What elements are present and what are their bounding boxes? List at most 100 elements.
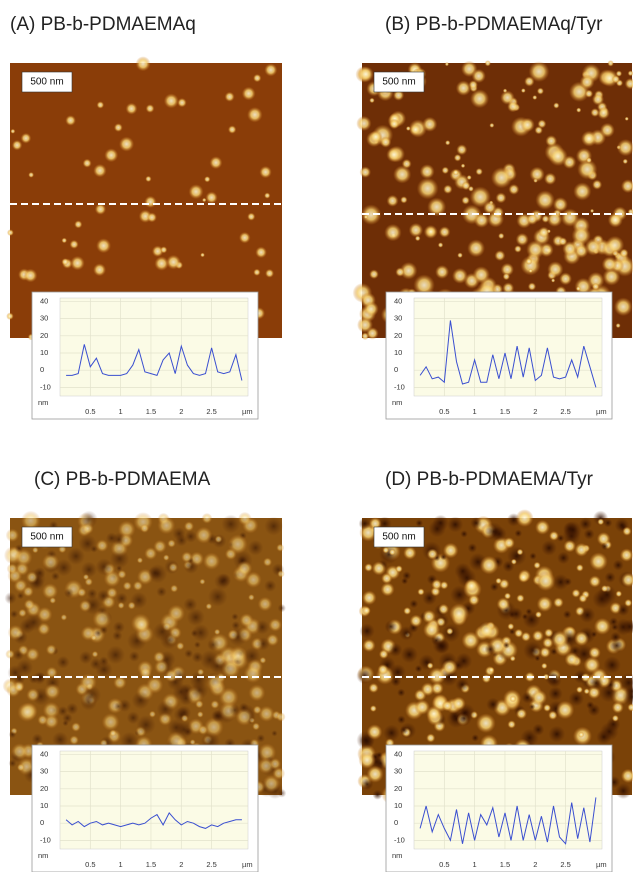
afm-feature <box>31 733 44 745</box>
afm-feature <box>400 196 408 204</box>
afm-feature <box>509 695 517 703</box>
afm-feature <box>193 641 201 649</box>
afm-feature <box>221 659 241 679</box>
afm-feature <box>254 619 270 635</box>
afm-feature <box>94 629 103 637</box>
afm-feature <box>578 594 588 603</box>
afm-feature <box>484 643 497 655</box>
afm-feature <box>532 95 538 100</box>
afm-feature <box>461 631 480 650</box>
afm-feature <box>622 526 632 536</box>
afm-feature <box>502 560 515 573</box>
afm-feature <box>156 586 167 598</box>
afm-feature <box>551 630 569 649</box>
afm-feature <box>16 659 34 677</box>
afm-feature <box>132 580 143 591</box>
afm-feature <box>256 734 266 743</box>
afm-feature <box>173 668 187 683</box>
afm-feature <box>49 597 57 604</box>
afm-feature <box>395 267 405 277</box>
afm-feature <box>535 190 555 210</box>
afm-feature <box>368 682 379 694</box>
afm-feature <box>488 666 495 674</box>
afm-feature <box>384 223 402 242</box>
x-axis-label: µm <box>242 407 253 416</box>
afm-feature <box>166 254 181 270</box>
afm-feature <box>441 659 458 676</box>
afm-feature <box>184 530 197 543</box>
afm-feature <box>8 759 17 768</box>
afm-feature <box>177 97 187 108</box>
afm-feature <box>197 724 209 735</box>
afm-feature <box>605 235 625 255</box>
afm-feature <box>619 548 633 562</box>
y-tick-label: -10 <box>394 382 405 391</box>
afm-feature <box>359 166 372 178</box>
afm-feature <box>371 561 387 576</box>
afm-feature <box>457 252 463 259</box>
afm-feature <box>535 519 550 535</box>
afm-feature <box>524 76 535 87</box>
afm-feature <box>95 660 113 679</box>
afm-feature <box>145 104 155 113</box>
afm-feature <box>577 159 598 180</box>
afm-feature <box>500 90 515 105</box>
afm-feature <box>366 765 384 783</box>
panel: (C) PB-b-PDMAEMA 500 nm -10 0 10 20 30 40 0.5 1 1.… <box>2 469 287 873</box>
afm-feature <box>546 211 563 227</box>
afm-feature <box>589 552 608 571</box>
afm-feature <box>156 700 174 718</box>
afm-feature <box>597 518 605 526</box>
afm-feature <box>627 70 633 77</box>
afm-feature <box>536 87 544 95</box>
afm-feature <box>612 559 624 571</box>
afm-feature <box>451 696 466 711</box>
afm-feature <box>37 714 48 726</box>
x-tick-label: 2.5 <box>206 860 216 869</box>
afm-feature <box>520 88 526 93</box>
afm-feature <box>470 89 490 109</box>
afm-feature <box>607 212 623 228</box>
afm-feature <box>94 203 107 215</box>
afm-feature <box>415 519 424 527</box>
afm-feature <box>61 258 69 266</box>
afm-feature <box>441 700 453 712</box>
afm-feature <box>199 578 206 585</box>
afm-feature <box>552 197 568 213</box>
y-tick-label: 30 <box>394 767 402 776</box>
afm-feature <box>615 323 621 329</box>
afm-feature <box>587 703 601 717</box>
afm-feature <box>548 530 559 541</box>
afm-feature <box>369 705 377 713</box>
afm-feature <box>115 592 128 605</box>
afm-feature <box>17 592 25 600</box>
afm-feature <box>163 93 179 109</box>
y-tick-label: 40 <box>40 749 48 758</box>
afm-feature <box>515 509 534 528</box>
afm-feature <box>443 184 453 194</box>
afm-feature <box>581 130 598 147</box>
afm-feature <box>9 610 19 619</box>
afm-feature <box>498 232 505 240</box>
afm-feature <box>144 547 158 561</box>
afm-feature <box>427 197 447 217</box>
afm-feature <box>471 68 486 84</box>
afm-feature <box>366 724 383 740</box>
afm-feature <box>520 117 535 133</box>
afm-feature <box>555 700 575 720</box>
afm-feature <box>516 548 524 556</box>
x-tick-label: 1 <box>119 860 123 869</box>
afm-feature <box>583 528 595 540</box>
afm-feature <box>247 539 264 556</box>
x-tick-label: 2 <box>533 860 537 869</box>
afm-feature <box>447 516 464 533</box>
scale-bar-label: 500 nm <box>30 77 63 88</box>
afm-feature <box>548 710 558 720</box>
afm-feature <box>170 584 179 593</box>
afm-feature <box>272 767 286 780</box>
afm-feature <box>455 80 472 96</box>
afm-feature <box>378 649 389 660</box>
profile-line <box>65 812 242 829</box>
y-tick-label: -10 <box>394 835 405 844</box>
afm-feature <box>157 516 176 535</box>
